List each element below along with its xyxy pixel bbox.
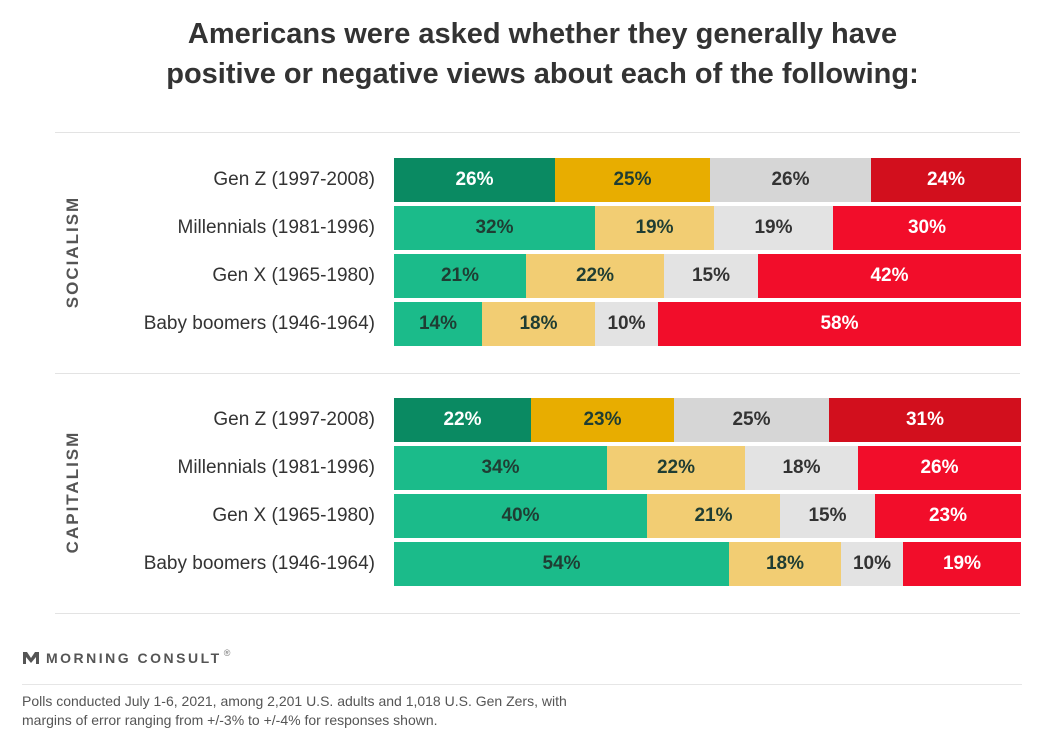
- bar-segment: 30%: [833, 206, 1021, 250]
- row-label: Gen X (1965-1980): [212, 505, 375, 526]
- footnote-line-2: margins of error ranging from +/-3% to +…: [22, 712, 438, 728]
- bar-segment: 22%: [607, 446, 745, 490]
- bar-segment: 18%: [482, 302, 595, 346]
- bar-segment: 14%: [394, 302, 482, 346]
- row-label: Baby boomers (1946-1964): [143, 553, 375, 574]
- bar-segment: 34%: [394, 446, 607, 490]
- chart-title-line-1: Americans were asked whether they genera…: [187, 18, 898, 50]
- bar-segment: 26%: [858, 446, 1021, 490]
- row-label: Gen Z (1997-2008): [213, 169, 375, 190]
- bar-segment: 21%: [394, 254, 526, 298]
- row-label: Millennials (1981-1996): [177, 217, 376, 238]
- bar-segment: 31%: [829, 398, 1021, 442]
- bar-segment: 42%: [758, 254, 1021, 298]
- bar-segment: 22%: [526, 254, 664, 298]
- bar-segment: 58%: [658, 302, 1021, 346]
- row-label: Gen X (1965-1980): [212, 265, 375, 286]
- bar-segment: 15%: [780, 494, 875, 538]
- bar-segment: 24%: [871, 158, 1021, 202]
- bar-segment: 19%: [595, 206, 714, 250]
- chart-title-line-2: positive or negative views about each of…: [166, 58, 919, 90]
- bar-segment: 54%: [394, 542, 729, 586]
- bar-segment: 26%: [394, 158, 555, 202]
- bar-segment: 10%: [841, 542, 903, 586]
- bar-segment: 22%: [394, 398, 531, 442]
- bar-segment: 25%: [674, 398, 829, 442]
- section-divider-top: [55, 132, 1020, 133]
- bar-segment: 23%: [875, 494, 1021, 538]
- bar-segment: 25%: [555, 158, 710, 202]
- bar-segment: 19%: [903, 542, 1021, 586]
- brand-registered-mark: ®: [223, 648, 231, 658]
- bar-segment: 19%: [714, 206, 833, 250]
- morning-consult-logo: MORNING CONSULT ®: [22, 648, 230, 668]
- bar-segment: 32%: [394, 206, 595, 250]
- bar-segment: 10%: [595, 302, 658, 346]
- section-divider-bottom: [55, 613, 1020, 614]
- bar-segment: 15%: [664, 254, 758, 298]
- footnote: Polls conducted July 1-6, 2021, among 2,…: [22, 692, 567, 730]
- footnote-line-1: Polls conducted July 1-6, 2021, among 2,…: [22, 693, 567, 709]
- row-label: Gen Z (1997-2008): [213, 409, 375, 430]
- row-label: Baby boomers (1946-1964): [143, 313, 375, 334]
- morning-consult-m-icon: [23, 652, 39, 664]
- bar-segment: 18%: [729, 542, 841, 586]
- row-label: Millennials (1981-1996): [177, 457, 376, 478]
- bar-segment: 26%: [710, 158, 871, 202]
- footnote-divider: [22, 684, 1022, 685]
- bar-segment: 18%: [745, 446, 858, 490]
- bar-segment: 23%: [531, 398, 674, 442]
- chart-title: Americans were asked whether they genera…: [0, 14, 1040, 94]
- section-divider-middle: [55, 373, 1020, 374]
- bar-segment: 21%: [647, 494, 780, 538]
- brand-name: MORNING CONSULT: [46, 650, 222, 666]
- bar-segment: 40%: [394, 494, 647, 538]
